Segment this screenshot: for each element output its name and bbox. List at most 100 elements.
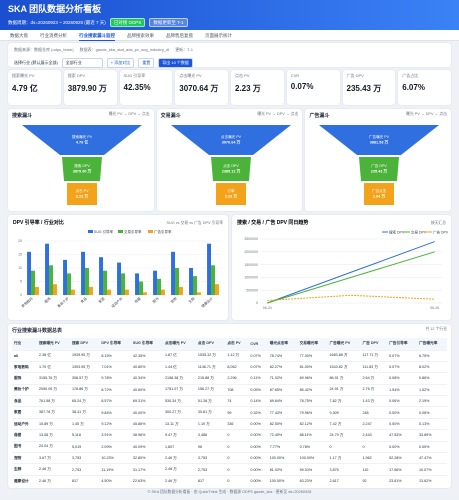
table-cell: 2.46 万: [162, 463, 196, 476]
table-row: 家电数码 1.70 亿 1393.95 万 7.01% 40.80% 1.44 亿 1146…: [12, 360, 447, 373]
table-cell: 530.34 万: [162, 395, 196, 407]
table-cell: 0.13%: [416, 417, 447, 430]
series-line: [267, 251, 435, 304]
tab[interactable]: 页面展示统计: [205, 32, 232, 38]
badge: 数据更新至 T-1: [149, 18, 188, 27]
bar: [31, 270, 35, 295]
table-cell: 0.00%: [387, 406, 417, 419]
data-table: 行业 搜索曝光 PV 搜索 DPV DPV 引导率 SUG 引导率 点击曝光 PV 点击 D…: [12, 338, 447, 487]
table-cell: 42.35%: [130, 349, 163, 362]
header-meta: 数据周期：ds=20260923 ~ 20260928 (最近 7 天) 已对接…: [8, 18, 451, 27]
table-cell: 72.40%: [267, 429, 298, 442]
table-cell: 运动户外: [12, 417, 37, 430]
stage-name: 广告曝光 PV: [369, 134, 390, 139]
funnel-panel: 广告漏斗 曝光 PV → DPV → 点击 广告曝光 PV 3881.53 万广告 D…: [305, 109, 451, 211]
table-panel: 行业搜索漏斗数据总表 共 12 个行业 行业 搜索曝光 PV 搜索 DPV DPV 引…: [8, 324, 451, 488]
funnel-stage: [170, 125, 291, 155]
x-tick-label: 06-26: [430, 306, 439, 310]
table-cell: 5,118: [69, 429, 100, 442]
bar: [70, 289, 75, 295]
funnel-stage: [62, 157, 102, 181]
table-cell: 0.00%: [387, 440, 417, 453]
table-cell: 387.78 万: [37, 406, 70, 419]
table-cell: 40.09%: [130, 440, 163, 453]
kpi-card: 点击 PV 2.23 万: [231, 70, 284, 105]
table-cell: 2.46 万: [162, 474, 196, 487]
bar: [189, 268, 194, 295]
table-cell: 32.80%: [130, 451, 163, 464]
column-header: 广告曝光率: [416, 338, 447, 350]
bar: [99, 257, 104, 295]
line-panel: 搜索 / 交易 / 广告 DPV 同日趋势 按天汇总 搜索 DPV 交易 DPV 广告 …: [232, 215, 451, 320]
funnel-title: 广告漏斗: [309, 113, 330, 119]
table-cell: 0: [225, 474, 249, 487]
column-header: 搜索 DPV: [69, 338, 100, 350]
funnel-hint: 曝光 PV → DPV → 点击: [257, 112, 299, 116]
table-cell: 1.45 万: [69, 417, 100, 430]
column-header: 点击 DPV: [195, 338, 226, 350]
bar: [45, 243, 50, 295]
table-cell: 100.00%: [297, 451, 328, 464]
table-cell: 2.76 万: [360, 383, 388, 396]
table-cell: 1.87 亿: [162, 349, 196, 362]
table-cell: 图书: [12, 440, 37, 453]
legend-swatch: [148, 230, 153, 233]
kpi-label: CVR: [290, 73, 300, 78]
table-cell: 10.07%: [416, 463, 447, 476]
button[interactable]: + 添加对比: [106, 58, 135, 68]
table-cell: 47.47%: [416, 451, 447, 464]
tab[interactable]: 行业搜索漏斗监控: [79, 30, 115, 41]
table-cell: 1146.71 万: [195, 360, 226, 373]
table-cell: 母婴: [12, 429, 37, 442]
table-cell: 宠物: [12, 451, 37, 464]
table-cell: 1.19 万: [195, 417, 226, 430]
column-header: DPV 引导率: [99, 338, 131, 350]
header-row: 行业 搜索曝光 PV 搜索 DPV DPV 引导率 SUG 引导率 点击曝光 PV 点击 D…: [12, 338, 447, 350]
table-cell: 0.00%: [248, 440, 268, 453]
y-tick-label: 500000: [246, 288, 258, 292]
industry-select[interactable]: 全部行业: [61, 58, 103, 68]
x-tick-label: 美妆个护: [56, 296, 70, 309]
table-cell: 1751.07 万: [162, 383, 196, 396]
table-cell: 81.00%: [297, 360, 328, 373]
legend-label: 广告引导率: [154, 229, 172, 234]
chart-title: DPV 引导率 / 行业对比: [13, 219, 64, 226]
column-header: 行业: [12, 338, 37, 350]
kpi-label: 广告占比: [402, 73, 419, 78]
tab[interactable]: 品牌搜索效果: [127, 32, 154, 38]
legend-label: 搜索 DPV: [389, 229, 405, 234]
bar: [27, 251, 32, 295]
tab[interactable]: 数据大盘: [10, 32, 28, 38]
stage-name: 点击 PV: [76, 188, 90, 193]
table-cell: 0: [225, 440, 249, 453]
table-cell: 24.04 万: [37, 440, 70, 453]
button[interactable]: 重置: [138, 58, 155, 68]
table-cell: 8.57%: [99, 395, 131, 407]
x-tick-label: 家电数码: [20, 296, 34, 309]
funnel-hint: 曝光 PV → DPV → 点击: [108, 112, 150, 116]
table-cell: 1939.95 万: [69, 349, 100, 362]
kpi-value: 6.07%: [402, 83, 425, 92]
kpi-card: 广告 DPV 235.43 万: [342, 70, 396, 105]
x-tick-label: 食品: [79, 296, 88, 305]
table-row: all 2.38 亿 1939.95 万 8.15% 42.35% 1.87 亿 1535.…: [12, 349, 447, 362]
table-cell: 3,875: [327, 463, 361, 476]
bar: [157, 278, 161, 295]
button[interactable]: 导出 10 个数据: [158, 58, 193, 68]
table-cell: 9.84%: [99, 406, 131, 419]
table-cell: 0.00%: [248, 474, 268, 487]
table-cell: 3.67 万: [37, 451, 70, 464]
table-cell: 8.02%: [416, 360, 447, 373]
table-cell: 0.00%: [248, 417, 268, 430]
table-cell: 1.44 亿: [162, 360, 196, 373]
tab[interactable]: 品牌售后复盘: [166, 32, 193, 38]
table-cell: 8,062: [225, 360, 249, 373]
table-cell: 生鲜: [12, 463, 37, 476]
table-cell: 1683.88 万: [327, 349, 361, 362]
table-cell: 1.43 万: [360, 395, 388, 407]
bar: [117, 262, 122, 295]
y-tick-label: 5: [20, 280, 22, 284]
tab[interactable]: 行业消费分析: [40, 32, 67, 38]
bar: [142, 292, 147, 295]
